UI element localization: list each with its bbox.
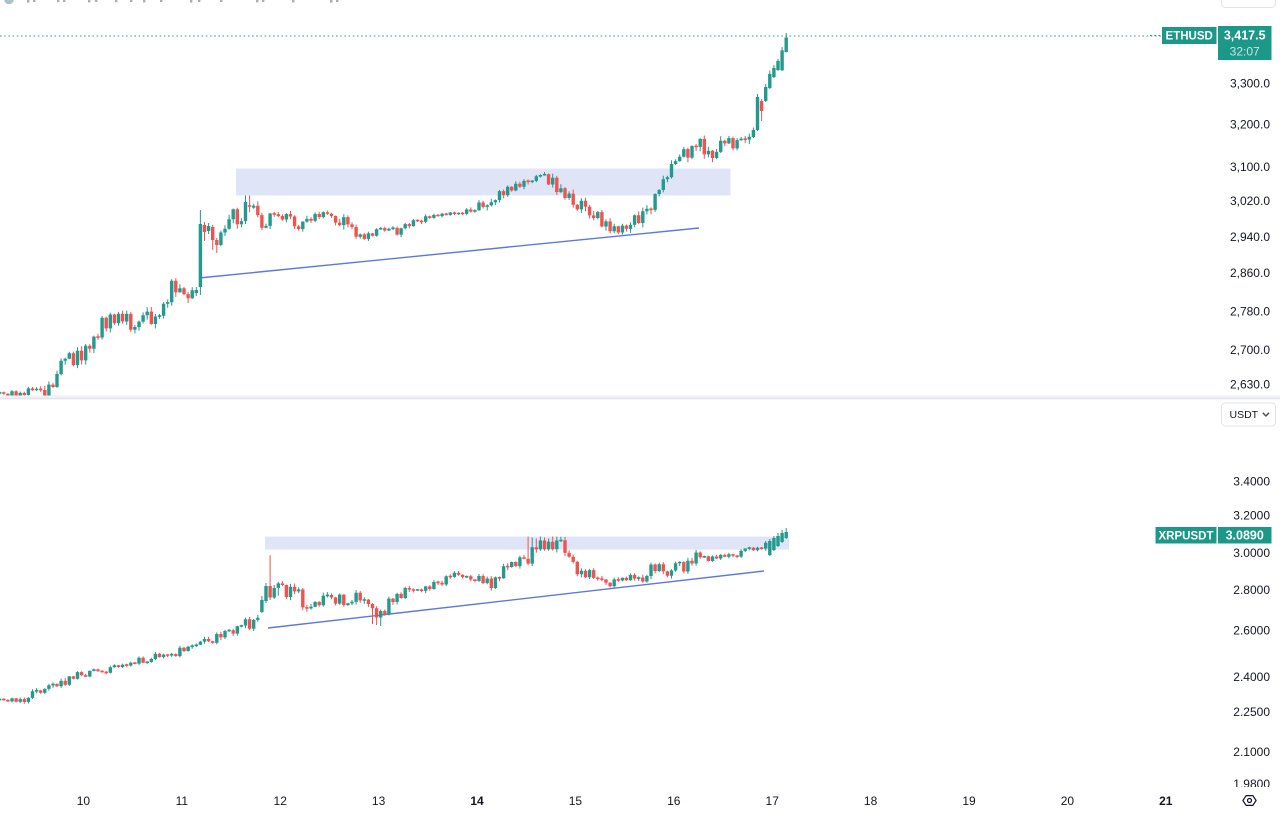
svg-text:3.2000: 3.2000 [1233, 508, 1270, 522]
svg-text:2.4000: 2.4000 [1233, 670, 1270, 684]
svg-text:32:07: 32:07 [1230, 44, 1260, 58]
svg-text:16: 16 [667, 794, 681, 808]
svg-text:18: 18 [864, 794, 878, 808]
svg-text:2.8000: 2.8000 [1233, 583, 1270, 597]
svg-text:2.2500: 2.2500 [1233, 705, 1270, 719]
svg-text:2,940.0: 2,940.0 [1230, 230, 1270, 244]
svg-text:3,417.5: 3,417.5 [1224, 29, 1266, 43]
svg-text:3,300.0: 3,300.0 [1230, 76, 1270, 90]
svg-text:2.6000: 2.6000 [1233, 623, 1270, 637]
svg-text:12: 12 [274, 794, 288, 808]
svg-text:17: 17 [766, 794, 780, 808]
svg-text:3.4000: 3.4000 [1233, 474, 1270, 488]
svg-text:10: 10 [77, 794, 91, 808]
svg-text:2.1000: 2.1000 [1233, 745, 1270, 759]
svg-text:USDT: USDT [1230, 409, 1259, 421]
svg-text:14: 14 [470, 794, 484, 808]
svg-text:3.0000: 3.0000 [1233, 546, 1270, 560]
svg-text:11: 11 [176, 794, 189, 808]
svg-text:21: 21 [1159, 794, 1173, 808]
svg-text:3,020.0: 3,020.0 [1230, 194, 1270, 208]
svg-text:3,100.0: 3,100.0 [1230, 160, 1270, 174]
svg-text:ETHUSD: ETHUSD [1166, 31, 1213, 43]
svg-text:13: 13 [372, 794, 386, 808]
svg-text:2,780.0: 2,780.0 [1230, 304, 1270, 318]
svg-text:2,700.0: 2,700.0 [1230, 343, 1270, 357]
svg-text:2,860.0: 2,860.0 [1230, 266, 1270, 280]
svg-text:19: 19 [962, 794, 976, 808]
svg-text:3.0890: 3.0890 [1226, 529, 1264, 543]
svg-text:XRPUSDT: XRPUSDT [1159, 530, 1214, 542]
svg-text:15: 15 [569, 794, 583, 808]
svg-text:3,200.0: 3,200.0 [1230, 117, 1270, 131]
svg-text:20: 20 [1061, 794, 1075, 808]
svg-text:2,630.0: 2,630.0 [1230, 377, 1270, 391]
